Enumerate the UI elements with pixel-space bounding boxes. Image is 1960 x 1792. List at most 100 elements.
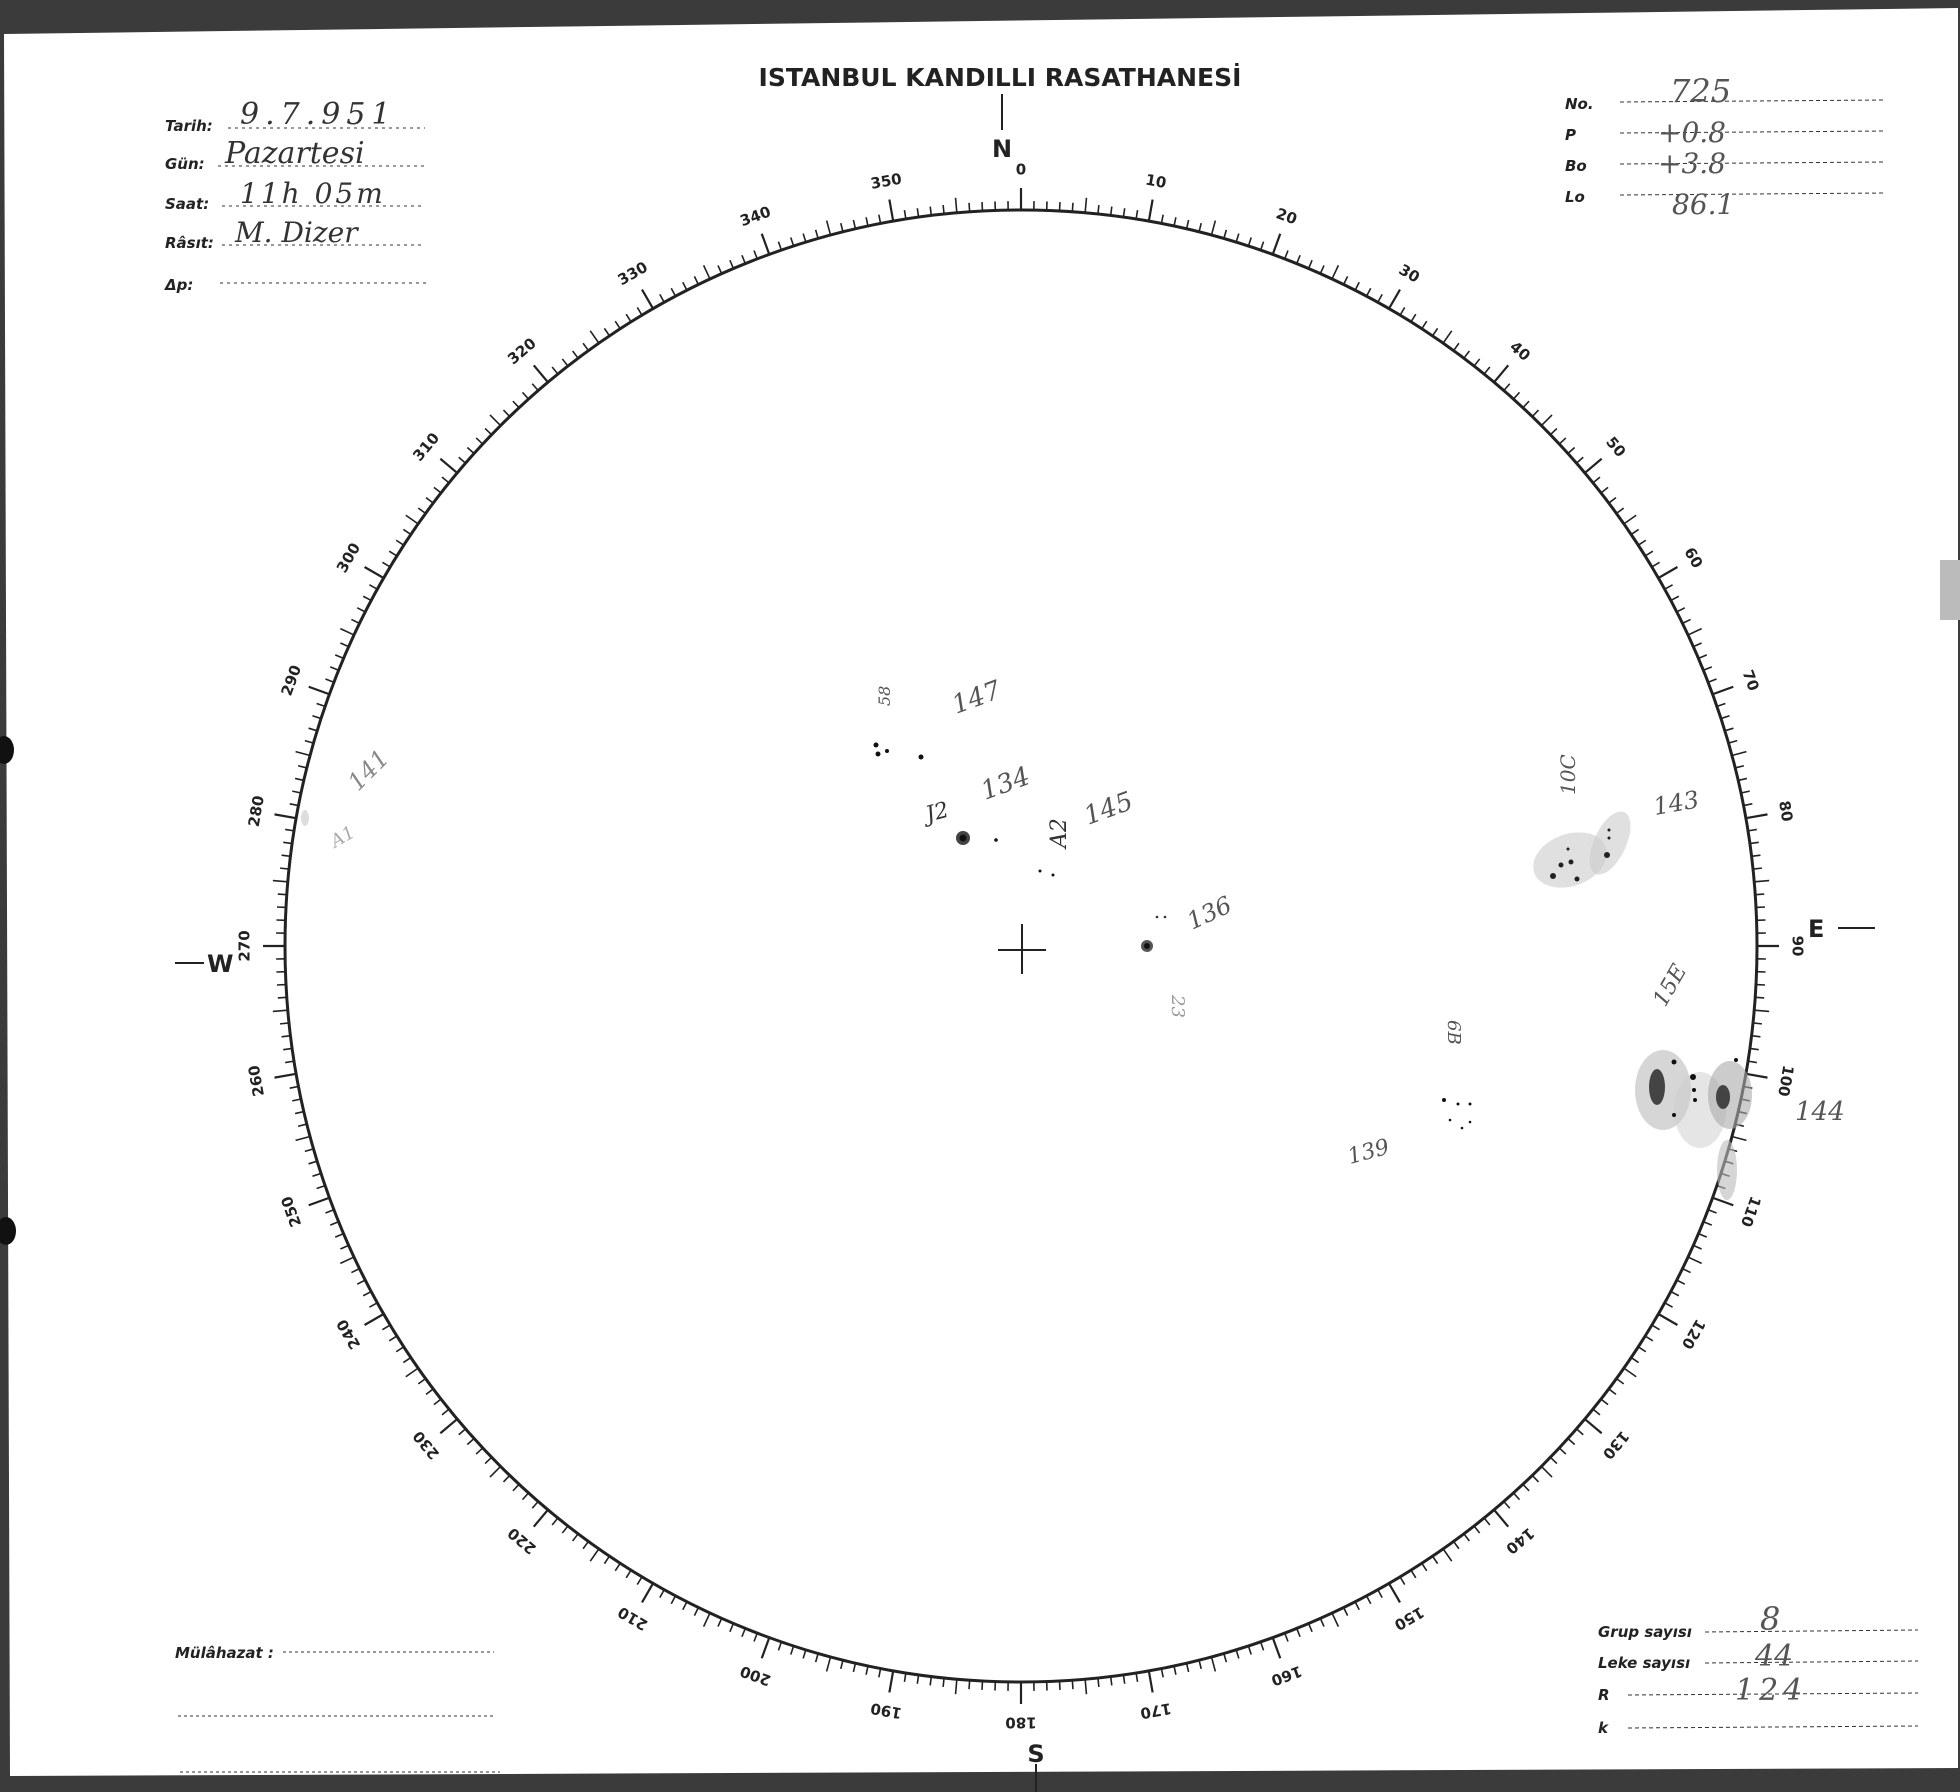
- scale-tick: [362, 595, 372, 602]
- field-value: 9.7.951: [240, 97, 397, 132]
- scale-label-180: 180: [1005, 1714, 1036, 1732]
- scale-tick: [1567, 446, 1576, 455]
- scale-tick: [1531, 409, 1540, 418]
- scale-tick: [308, 685, 330, 696]
- scale-tick: [865, 1665, 869, 1675]
- scale-tick: [308, 1196, 330, 1207]
- scale-tick: [603, 327, 611, 337]
- scale-tick: [1421, 320, 1428, 330]
- scale-tick: [1657, 566, 1678, 579]
- scale-tick: [760, 1637, 771, 1659]
- scale-tick: [1664, 1302, 1673, 1308]
- scale-tick: [1473, 1525, 1481, 1534]
- scale-tick: [1623, 1367, 1637, 1378]
- field-label-k: k: [1598, 1719, 1609, 1737]
- scale-tick: [312, 715, 322, 720]
- scale-tick: [790, 237, 795, 247]
- scale-tick: [1703, 1220, 1713, 1226]
- scale-tick: [274, 813, 297, 820]
- scale-tick: [1442, 1548, 1453, 1562]
- scale-tick: [1676, 607, 1686, 613]
- scale-label-260: 260: [245, 1064, 268, 1098]
- scale-tick: [402, 528, 412, 536]
- scale-tick: [312, 1172, 322, 1177]
- field-value: 11h 05m: [240, 177, 386, 210]
- scale-tick: [405, 514, 419, 525]
- scale-tick: [1185, 219, 1190, 230]
- scale-tick: [729, 1623, 735, 1633]
- disk-center-cross: [998, 924, 1046, 974]
- scale-tick: [1637, 539, 1647, 546]
- scale-tick: [381, 561, 391, 568]
- scale-tick: [839, 222, 844, 233]
- scale-tick: [589, 1548, 600, 1562]
- scale-tick: [325, 1209, 335, 1214]
- scale-tick: [1747, 828, 1757, 832]
- scale-tick: [1682, 1267, 1691, 1274]
- scale-tick: [272, 1009, 288, 1013]
- scale-tick: [1463, 1533, 1470, 1542]
- scale-tick: [1173, 1665, 1177, 1675]
- scale-tick: [741, 1628, 747, 1638]
- scale-tick: [1493, 364, 1510, 383]
- scale-tick: [916, 208, 920, 218]
- scale-tick: [458, 456, 467, 464]
- scale-tick: [1135, 210, 1139, 220]
- scale-tick: [1185, 1662, 1190, 1673]
- scale-tick: [1493, 1509, 1510, 1528]
- scale-tick: [1670, 1290, 1680, 1297]
- scale-tick: [1676, 1279, 1686, 1285]
- scale-tick: [466, 1437, 475, 1446]
- field-label: Gün:: [165, 155, 205, 173]
- scale-tick: [417, 507, 427, 515]
- scale-tick: [968, 1680, 971, 1690]
- binder-hole: [0, 1217, 16, 1245]
- scale-tick: [1410, 1569, 1417, 1579]
- scale-tick: [929, 1676, 933, 1686]
- scale-tick: [1223, 229, 1228, 239]
- scale-label-80: 80: [1775, 799, 1796, 823]
- scale-tick: [294, 777, 305, 782]
- scale-tick: [1747, 1060, 1757, 1064]
- scale-tick: [439, 457, 458, 474]
- scale-tick: [625, 1569, 632, 1579]
- scale-tick: [484, 1456, 493, 1465]
- scale-tick: [1651, 1324, 1661, 1331]
- scale-tick: [1558, 437, 1567, 445]
- scale-tick: [1623, 514, 1637, 525]
- scale-tick: [1431, 327, 1439, 337]
- scale-tick: [1749, 1047, 1759, 1051]
- scale-tick: [475, 1447, 484, 1455]
- scale-tick: [1716, 702, 1726, 708]
- scale-label-170: 170: [1139, 1699, 1173, 1722]
- scale-tick: [561, 1525, 569, 1534]
- scale-tick: [1644, 1335, 1654, 1342]
- field-value-r: 124: [1735, 1673, 1807, 1708]
- field-value-lo: 86.1: [1672, 188, 1734, 221]
- east-label: E: [1808, 915, 1824, 943]
- scale-tick: [729, 259, 735, 269]
- scale-tick: [340, 627, 355, 636]
- scale-tick: [1600, 1398, 1609, 1406]
- scale-tick: [1751, 1034, 1761, 1038]
- scale-tick: [753, 250, 758, 260]
- scale-label-350: 350: [869, 170, 903, 193]
- scale-tick: [1284, 1632, 1289, 1642]
- scan-edge: [1940, 560, 1960, 620]
- scale-tick: [1608, 1388, 1617, 1395]
- scale-tick: [356, 607, 366, 613]
- scale-tick: [1147, 1670, 1154, 1693]
- scale-tick: [425, 1388, 434, 1395]
- scale-tick: [1592, 1408, 1601, 1416]
- scale-tick: [1452, 1540, 1460, 1550]
- scale-tick: [1608, 497, 1617, 504]
- scale-tick: [1388, 1582, 1401, 1603]
- scale-tick: [405, 1367, 419, 1378]
- scale-tick: [369, 1302, 378, 1308]
- group-class: 10C: [1556, 754, 1580, 795]
- scale-tick: [1682, 618, 1691, 625]
- scale-tick: [502, 1474, 511, 1483]
- scale-tick: [484, 427, 493, 436]
- scale-tick: [1522, 1483, 1530, 1492]
